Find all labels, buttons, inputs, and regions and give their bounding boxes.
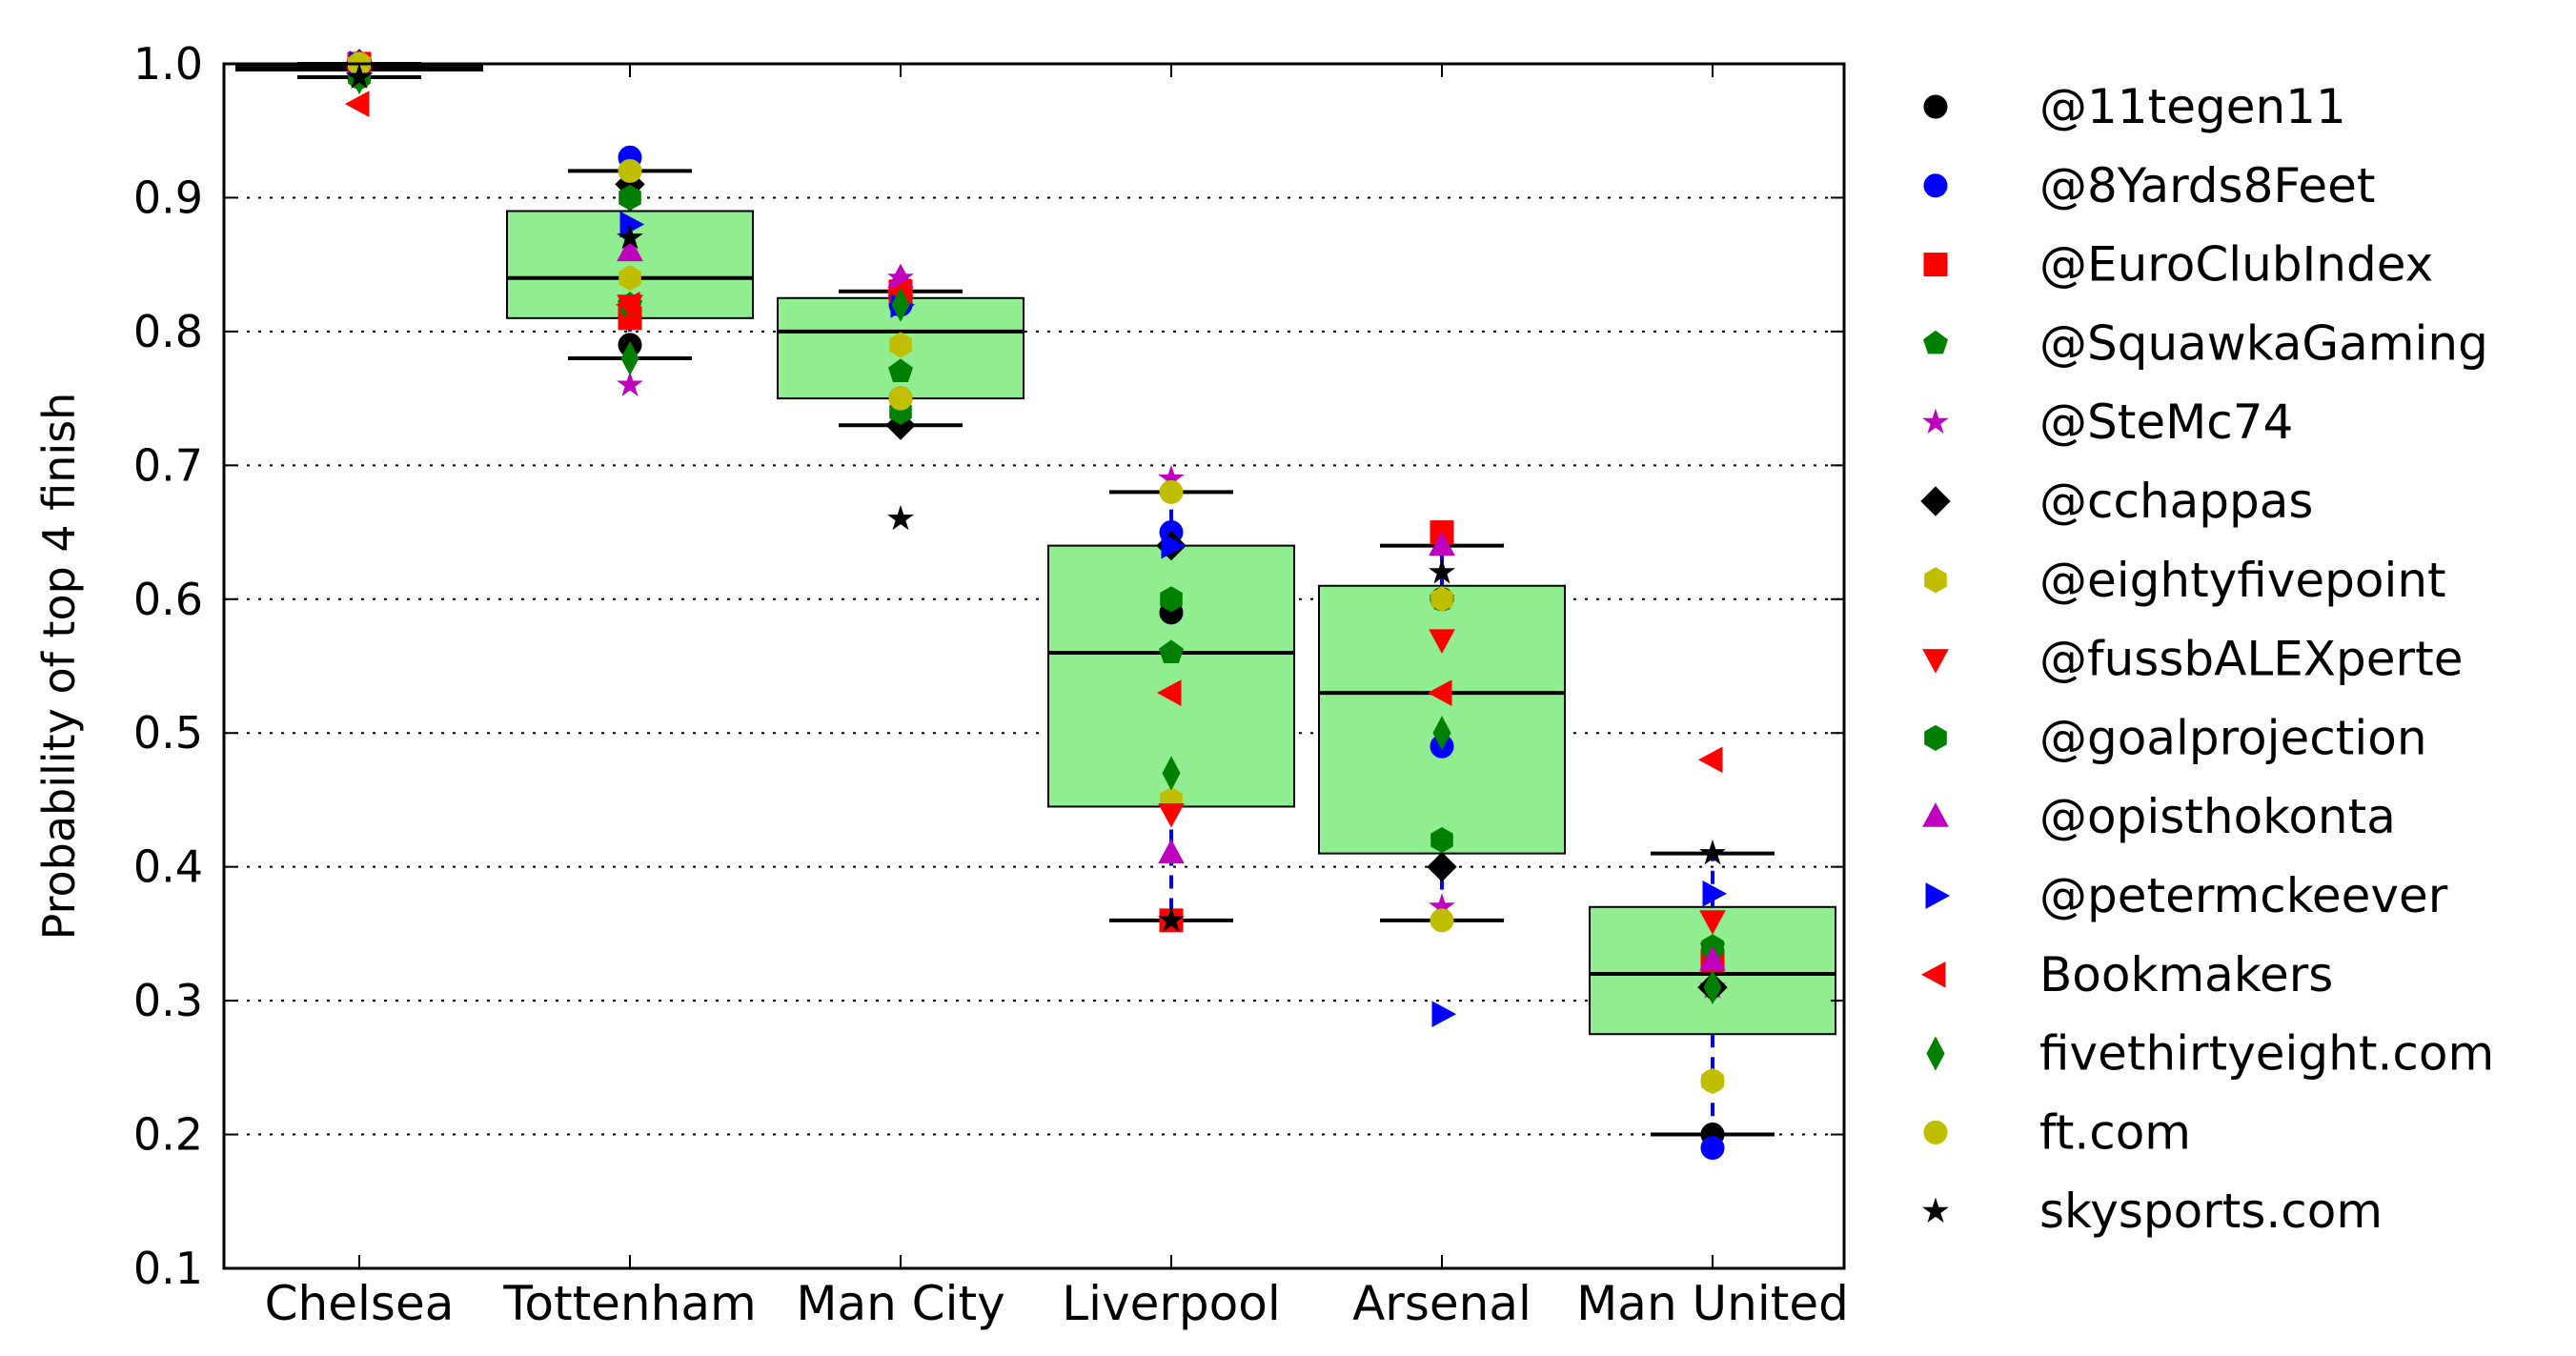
legend-marker-goalprojection — [1924, 724, 1947, 751]
x-tick-label-man-city: Man City — [796, 1276, 1004, 1331]
point-stemc74 — [617, 371, 643, 396]
point-fivethirtyeight-com — [1703, 970, 1722, 1005]
legend-label-cchappas: @cchappas — [2039, 474, 2313, 529]
point-ft-com — [618, 158, 642, 183]
plot-frame — [222, 62, 1846, 1270]
legend-marker-eightyfivepoint — [1924, 567, 1947, 594]
point-squawkagaming — [888, 358, 913, 382]
x-tick-label-liverpool: Liverpool — [1062, 1276, 1280, 1331]
legend-marker-8yards8feet — [1923, 173, 1948, 198]
y-tick-label: 0.8 — [133, 306, 203, 357]
legend-label-eightyfivepoint: @eightyfivepoint — [2039, 553, 2446, 608]
point-opisthokonta — [1699, 945, 1726, 971]
legend-marker-bookmakers — [1920, 961, 1946, 988]
point-eightyfivepoint — [619, 265, 641, 292]
legend-marker-cchappas — [1920, 486, 1951, 516]
legend-label-ft-com: ft.com — [2039, 1104, 2191, 1160]
point-petermckeever — [1702, 880, 1728, 907]
legend-label-fussbalexperte: @fussbALEXperte — [2039, 632, 2463, 687]
legend-marker-fivethirtyeight-com — [1926, 1036, 1945, 1071]
point-bookmakers — [1156, 679, 1182, 706]
grid-lines — [224, 196, 1844, 1136]
legend-marker-stemc74 — [1922, 408, 1949, 434]
point-goalprojection — [1160, 586, 1183, 613]
point-ft-com — [1700, 1068, 1725, 1093]
y-axis-ticks: 0.1 0.2 0.3 0.4 0.5 0.6 0.7 0.8 0.9 1.0 — [133, 38, 1844, 1294]
x-tick-label-chelsea: Chelsea — [265, 1276, 455, 1331]
point-opisthokonta — [617, 236, 643, 262]
point-ft-com — [888, 386, 913, 411]
x-tick-label-arsenal: Arsenal — [1352, 1276, 1531, 1331]
point-petermckeever — [1161, 532, 1187, 559]
point-opisthokonta — [1429, 531, 1455, 557]
point-skysports-com — [887, 504, 914, 531]
legend-label-11tegen11: @11tegen11 — [2039, 79, 2346, 134]
legend: @11tegen11 @8Yards8Feet @EuroClubIndex @Squ… — [1920, 79, 2494, 1239]
x-tick-label-tottenham: Tottenham — [502, 1276, 756, 1331]
legend-marker-petermckeever — [1925, 882, 1951, 909]
point-bookmakers — [1697, 746, 1723, 774]
legend-label-bookmakers: Bookmakers — [2039, 947, 2333, 1002]
x-axis-ticks: Chelsea Tottenham Man City Liverpool Arsenal… — [265, 64, 1849, 1331]
point-skysports-com — [1158, 906, 1185, 932]
y-tick-label: 0.3 — [133, 975, 203, 1026]
point-fussbalexperte — [1699, 910, 1726, 935]
point-skysports-com — [1699, 839, 1726, 865]
point-bookmakers — [1427, 679, 1452, 706]
legend-label-skysports-com: skysports.com — [2039, 1184, 2383, 1239]
y-tick-label: 0.7 — [133, 439, 203, 491]
y-tick-label: 0.9 — [133, 172, 203, 223]
y-tick-label: 0.2 — [133, 1109, 203, 1161]
legend-label-euroclubindex: @EuroClubIndex — [2039, 237, 2433, 293]
y-tick-label: 0.6 — [133, 574, 203, 625]
point-eightyfivepoint — [1430, 586, 1453, 613]
legend-marker-euroclubindex — [1923, 253, 1948, 277]
point-fussbalexperte — [1158, 803, 1185, 828]
legend-label-stemc74: @SteMc74 — [2039, 395, 2293, 450]
legend-marker-ft-com — [1923, 1120, 1948, 1144]
point-bookmakers — [615, 291, 640, 318]
legend-marker-fussbalexperte — [1922, 649, 1949, 674]
point-goalprojection — [1430, 827, 1453, 854]
point-skysports-com — [1429, 558, 1455, 584]
point-fivethirtyeight-com — [891, 287, 910, 322]
legend-label-petermckeever: @petermckeever — [2039, 868, 2448, 923]
point-eightyfivepoint — [889, 332, 912, 358]
point-petermckeever — [1431, 1001, 1457, 1028]
y-tick-label: 0.4 — [133, 841, 203, 893]
legend-marker-skysports-com — [1922, 1197, 1949, 1223]
y-tick-label: 0.1 — [133, 1243, 203, 1294]
point-ft-com — [1159, 479, 1184, 504]
point-bookmakers — [344, 91, 370, 117]
legend-marker-squawkagaming — [1923, 330, 1948, 354]
point-fussbalexperte — [1429, 629, 1455, 654]
legend-marker-11tegen11 — [1923, 94, 1948, 119]
point-opisthokonta — [1158, 839, 1185, 864]
legend-label-fivethirtyeight-com: fivethirtyeight.com — [2039, 1026, 2494, 1082]
x-tick-label-man-united: Man United — [1576, 1276, 1849, 1331]
point-fivethirtyeight-com — [1162, 756, 1181, 791]
point-fivethirtyeight-com — [1432, 716, 1451, 751]
plot-background — [224, 64, 1844, 1268]
y-tick-label: 0.5 — [133, 707, 203, 759]
y-tick-label: 1.0 — [133, 38, 203, 90]
y-axis-label: Probability of top 4 finish — [33, 393, 85, 941]
point-goalprojection — [619, 184, 641, 211]
point-8yards8feet — [1700, 1136, 1725, 1161]
legend-label-goalprojection: @goalprojection — [2039, 710, 2427, 765]
point-squawkagaming — [1159, 639, 1184, 663]
point-ft-com — [1430, 908, 1454, 933]
legend-label-squawkagaming: @SquawkaGaming — [2039, 315, 2488, 371]
point-skysports-com — [617, 223, 643, 250]
point-fivethirtyeight-com — [620, 340, 639, 376]
data-points — [344, 49, 1728, 1161]
legend-marker-opisthokonta — [1922, 802, 1949, 827]
legend-label-8yards8feet: @8Yards8Feet — [2039, 158, 2376, 213]
legend-label-opisthokonta: @opisthokonta — [2039, 789, 2396, 844]
point-cchappas — [1427, 851, 1457, 882]
